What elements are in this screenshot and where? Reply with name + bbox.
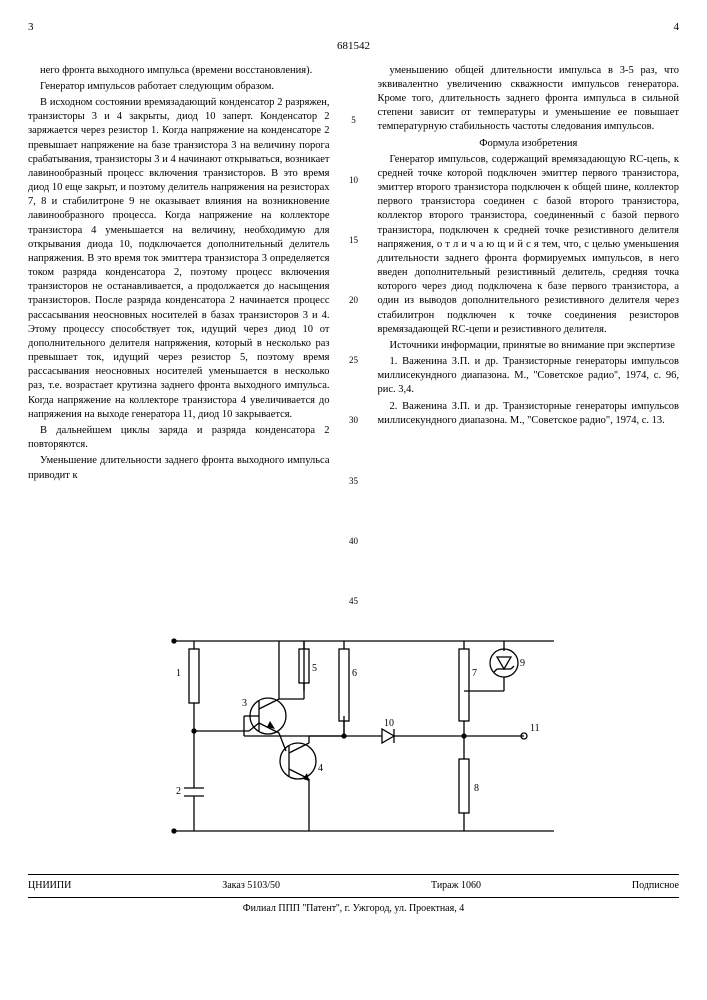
svg-text:8: 8 bbox=[474, 783, 479, 794]
col1-p3: В исходном состоянии времязадающий конде… bbox=[28, 96, 330, 422]
col1-p5: Уменьшение длительности заднего фронта в… bbox=[28, 454, 330, 482]
svg-text:1: 1 bbox=[176, 668, 181, 679]
column-left: него фронта выходного импульса (времени … bbox=[28, 64, 330, 607]
source-2: 2. Важенина З.П. и др. Транзисторные ген… bbox=[378, 400, 680, 428]
svg-text:3: 3 bbox=[242, 698, 247, 709]
ln-30: 30 bbox=[346, 414, 362, 426]
page-left: 3 bbox=[28, 20, 34, 35]
page-numbers: 3 4 bbox=[28, 20, 679, 35]
ln-40: 40 bbox=[346, 535, 362, 547]
svg-text:7: 7 bbox=[472, 668, 477, 679]
ln-45: 45 bbox=[346, 595, 362, 607]
svg-text:11: 11 bbox=[530, 723, 540, 734]
circuit-schematic: 1 2 3 5 4 6 10 7 8 11 9 bbox=[28, 621, 679, 856]
ln-5: 5 bbox=[346, 114, 362, 126]
col1-p1: него фронта выходного импульса (времени … bbox=[28, 64, 330, 78]
ln-25: 25 bbox=[346, 354, 362, 366]
formula-title: Формула изобретения bbox=[378, 137, 680, 151]
footer-order: Заказ 5103/50 bbox=[222, 879, 280, 893]
svg-text:6: 6 bbox=[352, 668, 357, 679]
footer-address: Филиал ППП ''Патент'', г. Ужгород, ул. П… bbox=[243, 903, 464, 914]
col1-p4: В дальнейшем циклы заряда и разряда конд… bbox=[28, 424, 330, 452]
patent-number: 681542 bbox=[28, 39, 679, 54]
ln-10: 10 bbox=[346, 174, 362, 186]
ln-35: 35 bbox=[346, 475, 362, 487]
column-right: уменьшению общей длительности импульса в… bbox=[378, 64, 680, 607]
svg-text:2: 2 bbox=[176, 786, 181, 797]
ln-15: 15 bbox=[346, 234, 362, 246]
line-number-gutter: 5 10 15 20 25 30 35 40 45 bbox=[346, 64, 362, 607]
svg-text:5: 5 bbox=[312, 663, 317, 674]
col1-p2: Генератор импульсов работает следующим о… bbox=[28, 80, 330, 94]
svg-text:9: 9 bbox=[520, 658, 525, 669]
col2-p2: Генератор импульсов, содержащий времязад… bbox=[378, 153, 680, 337]
page-right: 4 bbox=[674, 20, 680, 35]
schematic-svg: 1 2 3 5 4 6 10 7 8 11 9 bbox=[144, 621, 564, 851]
source-1: 1. Важенина З.П. и др. Транзисторные ген… bbox=[378, 355, 680, 398]
footer-org: ЦНИИПИ bbox=[28, 879, 71, 893]
footer-tirazh: Тираж 1060 bbox=[431, 879, 481, 893]
svg-text:10: 10 bbox=[384, 718, 394, 729]
footer-line-1: ЦНИИПИ Заказ 5103/50 Тираж 1060 Подписно… bbox=[28, 874, 679, 893]
ln-20: 20 bbox=[346, 294, 362, 306]
sources-title: Источники информации, принятые во вниман… bbox=[378, 339, 680, 353]
footer-line-2: Филиал ППП ''Патент'', г. Ужгород, ул. П… bbox=[28, 897, 679, 916]
col2-p1: уменьшению общей длительности импульса в… bbox=[378, 64, 680, 135]
svg-text:4: 4 bbox=[318, 763, 323, 774]
footer-sign: Подписное bbox=[632, 879, 679, 893]
text-columns: него фронта выходного импульса (времени … bbox=[28, 64, 679, 607]
